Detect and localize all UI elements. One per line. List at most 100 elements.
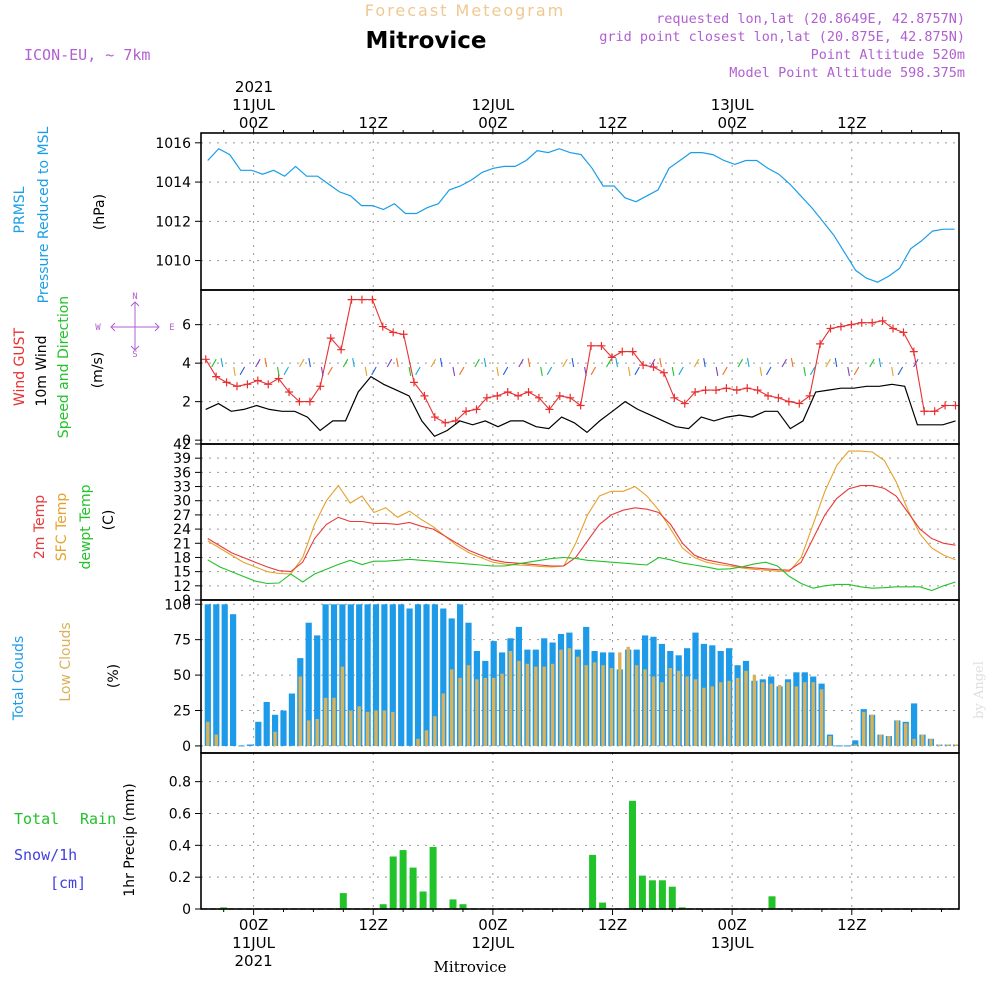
wind-direction-arrow (781, 358, 787, 368)
low-cloud-bar (500, 673, 504, 746)
wind-direction-arrow (869, 358, 875, 368)
low-cloud-bar (340, 666, 345, 746)
bottom-day-label: 13JUL (711, 934, 754, 952)
bottom-hour-label: 12Z (837, 916, 866, 934)
gust-marker (524, 388, 533, 397)
wind-ytick-label: 0 (182, 433, 191, 449)
gust-marker (691, 388, 700, 397)
precip-bar (449, 899, 457, 909)
gust-marker (680, 399, 689, 408)
gust-marker (868, 318, 877, 327)
station-title: Mitrovice (365, 28, 486, 54)
gust-marker (295, 397, 304, 406)
precip-bar (589, 854, 597, 909)
low-cloud-bar (803, 682, 807, 746)
wind-direction-arrow (327, 366, 333, 376)
wind-direction-arrow (430, 358, 437, 368)
gust-marker (514, 391, 523, 400)
compass-e: E (169, 323, 174, 333)
gust-marker (576, 401, 585, 410)
wind-direction-arrow (693, 358, 700, 368)
temp2m-line (207, 485, 956, 573)
low-cloud-bar (450, 669, 454, 746)
temp-label-dewpt: dewpt Temp (78, 484, 94, 569)
total-cloud-bar (255, 721, 262, 746)
gust-marker (711, 386, 720, 395)
low-cloud-bar (870, 714, 874, 746)
gust-marker (816, 339, 825, 348)
low-cloud-bar (794, 686, 799, 746)
wind-direction-arrow (571, 358, 575, 368)
gust-marker (722, 384, 731, 393)
requested-coords: requested lon,lat (20.8649E, 42.8757N) (656, 11, 965, 27)
wind-direction-arrow (540, 366, 543, 376)
total-cloud-bar (246, 744, 253, 746)
low-cloud-bar (534, 666, 538, 746)
wind-direction-arrow (678, 366, 684, 376)
temperature-ytick-label: 36 (173, 465, 191, 481)
top-day-label: 12JUL (471, 96, 514, 114)
gust-marker (472, 405, 481, 414)
compass-rose: N S W E (95, 292, 174, 360)
temp-labels: 2m Temp SFC Temp dewpt Temp (C) (32, 484, 117, 569)
low-cloud-bar (323, 697, 328, 746)
precip-bar (429, 846, 437, 909)
precip-ytick-label: 0.6 (169, 806, 191, 822)
gust-marker (482, 393, 491, 402)
low-cloud-bar (727, 680, 731, 746)
temperature-ytick-label: 24 (173, 522, 191, 538)
precip-bar (658, 880, 666, 909)
gust-marker (920, 407, 929, 416)
precip-bar (459, 904, 467, 909)
pressure-label-msl: Pressure Reduced to MSL (36, 126, 52, 303)
wind-label-speed-dir: Speed and Direction (56, 296, 72, 438)
low-cloud-bar (592, 662, 597, 746)
wind-direction-arrow (211, 358, 217, 368)
total-cloud-bar (347, 604, 354, 746)
low-cloud-bar (635, 665, 639, 746)
wind-unit: (m/s) (90, 352, 106, 389)
gust-marker (889, 324, 898, 333)
low-cloud-bar (466, 665, 471, 746)
low-cloud-bar (567, 648, 572, 746)
low-cloud-bar (946, 744, 950, 746)
precip-label-cm: [cm] (50, 874, 86, 892)
cloud-labels: Total Clouds Low Clouds (%) (11, 622, 122, 721)
low-cloud-bar (273, 731, 277, 746)
low-cloud-bar (668, 668, 672, 746)
wind-ytick-label: 6 (182, 318, 191, 334)
low-cloud-bar (761, 682, 765, 746)
temperature-ytick-label: 12 (173, 579, 191, 595)
gust-marker (659, 368, 668, 377)
total-cloud-bar (272, 714, 279, 746)
low-cloud-bar (920, 734, 925, 746)
clouds-ytick-label: 50 (173, 668, 191, 684)
wind-direction-arrow (584, 366, 587, 376)
gust-marker (607, 353, 616, 362)
wind-direction-arrow (606, 358, 612, 368)
low-cloud-bar (685, 676, 689, 746)
low-cloud-bar (483, 677, 487, 746)
low-cloud-bar (517, 660, 521, 746)
cloud-label-total: Total Clouds (11, 636, 27, 721)
gust-marker (493, 391, 502, 400)
bottom-year-label: 2021 (235, 952, 273, 970)
total-cloud-bar (204, 604, 211, 746)
wind-label-gust: Wind GUST (12, 327, 28, 406)
low-cloud-bar (492, 677, 496, 746)
low-cloud-bar (777, 685, 782, 746)
gust-marker (743, 384, 752, 393)
temperature-frame (200, 443, 960, 601)
wind-direction-arrow (853, 366, 860, 376)
wind-direction-arrow (659, 358, 662, 368)
wind-direction-arrow (759, 366, 763, 376)
low-cloud-bar (693, 679, 698, 746)
bottom-day-label: 12JUL (471, 934, 514, 952)
top-hour-label: 12Z (598, 114, 627, 132)
precip-frame (200, 752, 960, 910)
gust-marker (243, 380, 252, 389)
wind-direction-arrow (562, 358, 568, 368)
wind-direction-arrow (878, 358, 882, 368)
wind-panel: 0 2 4 6 (182, 290, 960, 449)
gust-marker (357, 295, 366, 304)
